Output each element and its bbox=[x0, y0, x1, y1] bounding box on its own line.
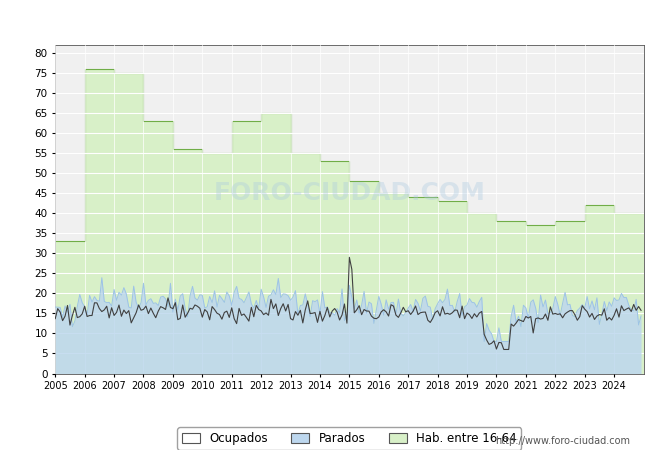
Text: FORO-CIUDAD.COM: FORO-CIUDAD.COM bbox=[213, 181, 486, 205]
Text: http://www.foro-ciudad.com: http://www.foro-ciudad.com bbox=[495, 436, 630, 446]
Legend: Ocupados, Parados, Hab. entre 16-64: Ocupados, Parados, Hab. entre 16-64 bbox=[177, 428, 521, 450]
Text: Valdeprados - Evolucion de la poblacion en edad de Trabajar Septiembre de 2024: Valdeprados - Evolucion de la poblacion … bbox=[40, 14, 610, 27]
